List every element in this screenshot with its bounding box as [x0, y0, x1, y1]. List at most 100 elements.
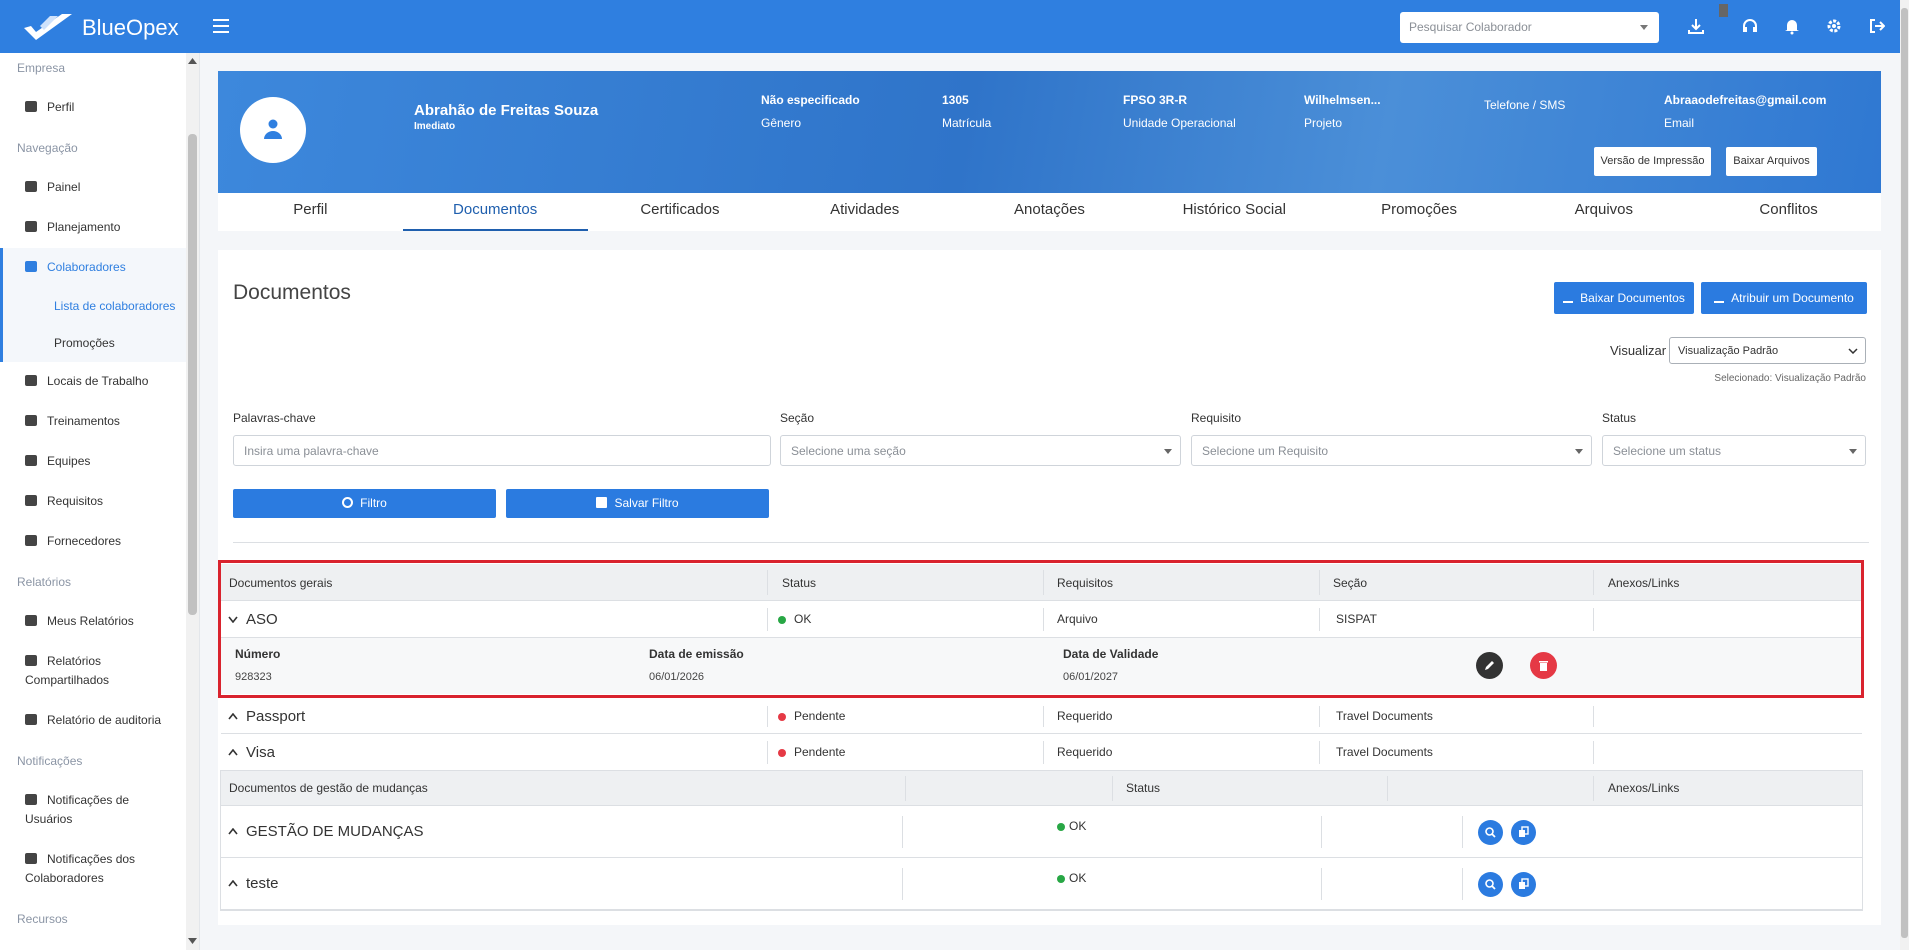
column-divider — [902, 816, 903, 848]
sidebar-item[interactable]: Perfil — [0, 88, 186, 128]
sidebar-item[interactable]: Equipes — [0, 442, 186, 482]
sidebar-label: Requisitos — [47, 494, 104, 508]
sidebar-item[interactable]: Locais de Trabalho — [0, 362, 186, 402]
tab[interactable]: Perfil — [293, 201, 328, 218]
view-button[interactable] — [1478, 872, 1503, 897]
detail-label: Data de emissão — [649, 647, 744, 661]
column-header: Seção — [1333, 576, 1368, 590]
download-button[interactable] — [1688, 18, 1704, 35]
logout-button[interactable] — [1869, 18, 1885, 35]
collapse-toggle[interactable] — [228, 616, 238, 623]
button-label: Salvar Filtro — [614, 496, 679, 510]
support-button[interactable] — [1742, 18, 1758, 35]
column-divider — [902, 868, 903, 900]
edit-button[interactable] — [1476, 652, 1503, 679]
sidebar-item[interactable]: Planejamento — [0, 208, 186, 248]
section-text: Travel Documents — [1336, 744, 1433, 759]
profile-field-value: FPSO 3R-R — [1123, 93, 1188, 107]
sidebar-list: Empresa Perfil Navegação Painel Planejamento… — [0, 53, 186, 939]
sidebar-item[interactable]: Notificações de Usuários — [0, 781, 186, 840]
sidebar-section-title: Relatórios — [17, 575, 72, 589]
column-divider — [1319, 608, 1320, 631]
profile-field-value: Não especificado — [761, 93, 860, 107]
sidebar-item[interactable]: Treinamentos — [0, 402, 186, 442]
tab[interactable]: Conflitos — [1759, 201, 1818, 218]
document-name: ASO — [246, 610, 278, 628]
sidebar-label: Fornecedores — [47, 534, 122, 548]
action-button[interactable]: Baixar Documentos — [1554, 282, 1694, 314]
status-dot — [778, 712, 786, 721]
tab[interactable]: Atividades — [830, 201, 900, 218]
column-divider — [1593, 706, 1594, 727]
sidebar-label: Painel — [47, 180, 81, 194]
view-value: Visualização Padrão — [1678, 345, 1779, 357]
sidebar-item[interactable]: Meus Relatórios — [0, 602, 186, 642]
sidebar-label: Equipes — [47, 454, 91, 468]
sidebar-item[interactable]: Fornecedores — [0, 522, 186, 562]
table-row — [221, 734, 1862, 771]
tab[interactable]: Histórico Social — [1182, 201, 1286, 218]
sidebar-subitem[interactable]: Promoções — [54, 336, 115, 350]
notifications-button[interactable] — [1784, 18, 1800, 35]
filter-button[interactable]: Salvar Filtro — [506, 489, 769, 518]
detail-label: Data de Validade — [1063, 647, 1159, 661]
tab[interactable]: Arquivos — [1574, 201, 1633, 218]
sidebar-item[interactable]: Requisitos — [0, 482, 186, 522]
expand-toggle[interactable] — [228, 828, 238, 835]
button-icon — [596, 497, 608, 508]
search-select[interactable]: Pesquisar Colaborador — [1400, 12, 1659, 43]
requirement-text: Requerido — [1057, 744, 1113, 759]
sidebar-icon — [25, 375, 37, 386]
sidebar-label: Notificações de Usuários — [25, 793, 130, 826]
expand-toggle[interactable] — [228, 748, 238, 756]
expand-toggle[interactable] — [228, 880, 238, 887]
column-divider — [1387, 776, 1388, 801]
scroll-up — [188, 58, 197, 64]
expand-toggle[interactable] — [228, 712, 238, 720]
sidebar-item[interactable]: Relatório de auditoria — [0, 701, 186, 741]
sidebar-icon — [25, 415, 37, 426]
view-button[interactable] — [1478, 820, 1503, 845]
profile-button[interactable]: Baixar Arquivos — [1726, 147, 1817, 176]
sidebar-item[interactable]: Relatórios Compartilhados — [0, 642, 186, 701]
filter-input[interactable]: Selecione uma seção — [780, 435, 1181, 466]
filter-input[interactable]: Selecione um Requisito — [1191, 435, 1592, 466]
column-header: Anexos/Links — [1608, 781, 1680, 795]
document-name: teste — [246, 875, 279, 892]
tab[interactable]: Promoções — [1381, 201, 1457, 218]
sidebar-icon — [25, 455, 37, 466]
sidebar-item[interactable]: Notificações dos Colaboradores — [0, 840, 186, 899]
filter-input[interactable]: Insira uma palavra-chave — [233, 435, 771, 466]
profile-field-value: 1305 — [942, 93, 969, 107]
action-button[interactable]: Atribuir um Documento — [1701, 282, 1867, 314]
sidebar-label: Colaboradores — [47, 260, 126, 274]
column-header: Status — [782, 576, 817, 590]
filter-button[interactable]: Filtro — [233, 489, 496, 518]
avatar-icon — [264, 119, 282, 139]
button-label: Filtro — [360, 496, 387, 510]
column-divider — [1321, 816, 1322, 848]
profile-button[interactable]: Versão de Impressão — [1594, 147, 1711, 176]
delete-button[interactable] — [1530, 652, 1557, 679]
sidebar-item[interactable]: Painel — [0, 168, 186, 208]
status-dot — [778, 615, 786, 624]
filter-input[interactable]: Selecione um status — [1602, 435, 1866, 466]
status-text: OK — [1069, 871, 1087, 885]
table-row — [221, 806, 1862, 858]
menu-button[interactable] — [213, 19, 229, 33]
tab[interactable]: Anotações — [1014, 201, 1085, 218]
copy-button[interactable] — [1511, 872, 1536, 897]
sidebar-subitem[interactable]: Lista de colaboradores — [54, 299, 176, 313]
view-select[interactable]: Visualização Padrão — [1669, 337, 1866, 364]
copy-button[interactable] — [1511, 820, 1536, 845]
column-divider — [1321, 868, 1322, 900]
column-header: Documentos de gestão de mudanças — [229, 781, 428, 795]
tab[interactable]: Certificados — [640, 201, 720, 218]
selected-note: Selecionado: Visualização Padrão — [1714, 373, 1866, 384]
profile-field-label: Telefone / SMS — [1484, 98, 1566, 112]
column-divider — [767, 706, 768, 727]
settings-button[interactable] — [1826, 18, 1842, 35]
sidebar-item[interactable]: Colaboradores — [3, 248, 186, 288]
sidebar-label: Notificações dos Colaboradores — [25, 852, 136, 885]
tab[interactable]: Documentos — [402, 193, 588, 231]
